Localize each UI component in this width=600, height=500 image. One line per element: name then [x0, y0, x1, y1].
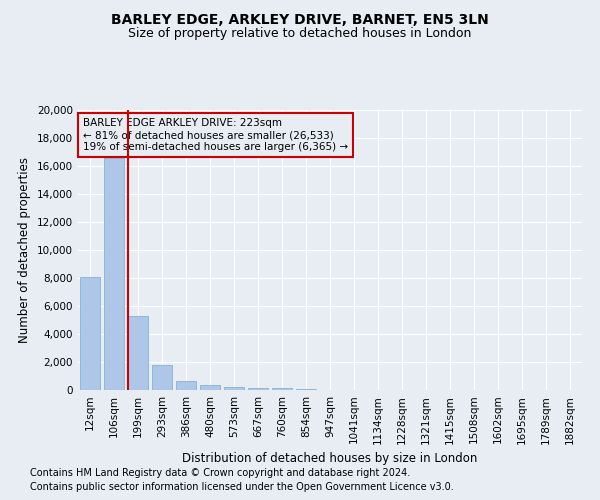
Y-axis label: Number of detached properties: Number of detached properties — [19, 157, 31, 343]
Bar — [248, 388, 268, 390]
Bar — [200, 386, 220, 390]
Text: BARLEY EDGE, ARKLEY DRIVE, BARNET, EN5 3LN: BARLEY EDGE, ARKLEY DRIVE, BARNET, EN5 3… — [111, 12, 489, 26]
Text: Contains public sector information licensed under the Open Government Licence v3: Contains public sector information licen… — [30, 482, 454, 492]
Bar — [80, 276, 100, 390]
Text: Size of property relative to detached houses in London: Size of property relative to detached ho… — [128, 28, 472, 40]
Bar — [296, 388, 316, 390]
Bar — [128, 316, 148, 390]
Bar — [272, 388, 292, 390]
Bar — [176, 382, 196, 390]
X-axis label: Distribution of detached houses by size in London: Distribution of detached houses by size … — [182, 452, 478, 465]
Text: BARLEY EDGE ARKLEY DRIVE: 223sqm
← 81% of detached houses are smaller (26,533)
1: BARLEY EDGE ARKLEY DRIVE: 223sqm ← 81% o… — [83, 118, 348, 152]
Text: Contains HM Land Registry data © Crown copyright and database right 2024.: Contains HM Land Registry data © Crown c… — [30, 468, 410, 477]
Bar — [152, 365, 172, 390]
Bar — [104, 158, 124, 390]
Bar — [224, 388, 244, 390]
